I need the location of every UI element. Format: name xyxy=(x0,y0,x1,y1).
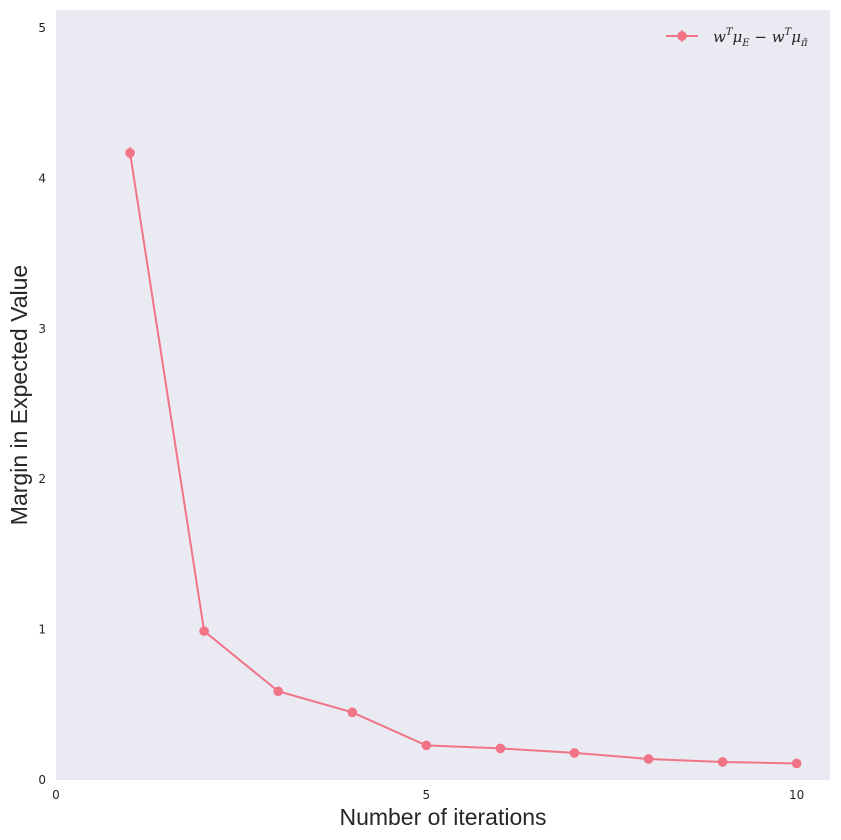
x-axis-title: Number of iterations xyxy=(339,804,546,830)
series-layer xyxy=(125,146,802,769)
data-point xyxy=(199,626,209,636)
data-point xyxy=(791,758,802,769)
y-axis-title: Margin in Expected Value xyxy=(6,265,32,525)
x-tick-label: 5 xyxy=(423,788,431,802)
y-tick-label: 4 xyxy=(38,171,46,185)
y-axis-ticks: 0 1 2 3 4 5 xyxy=(38,21,46,787)
data-point xyxy=(125,148,135,158)
data-point xyxy=(717,757,728,767)
x-tick-label: 0 xyxy=(52,788,60,802)
y-tick-label: 0 xyxy=(38,773,46,787)
y-tick-label: 2 xyxy=(38,472,46,486)
data-point xyxy=(495,743,506,754)
y-tick-label: 5 xyxy=(38,21,46,35)
legend-sup-t: T xyxy=(726,27,734,38)
x-axis-ticks: 0 5 10 xyxy=(52,788,804,802)
x-tick-label: 10 xyxy=(789,788,804,802)
legend: wTμE − wTμπ̃ xyxy=(666,27,808,49)
legend-w-2: w xyxy=(772,28,785,46)
legend-sub-pi: π̃ xyxy=(800,38,808,49)
legend-sub-e: E xyxy=(741,38,750,49)
legend-mu-2: μ xyxy=(791,28,801,46)
data-point xyxy=(347,707,358,718)
y-tick-label: 3 xyxy=(38,322,46,336)
data-point xyxy=(273,686,284,697)
data-point xyxy=(569,748,580,758)
y-tick-label: 1 xyxy=(38,623,46,637)
data-point xyxy=(643,754,654,764)
legend-marker-sample xyxy=(677,31,687,41)
legend-sup-t-2: T xyxy=(785,27,793,38)
series-line xyxy=(129,152,797,765)
plot-area xyxy=(56,10,830,780)
legend-minus: − xyxy=(750,28,772,46)
legend-w: w xyxy=(713,28,726,46)
data-point xyxy=(421,740,432,751)
legend-mu: μ xyxy=(733,28,743,46)
legend-label: wTμE − wTμπ̃ xyxy=(713,27,808,49)
